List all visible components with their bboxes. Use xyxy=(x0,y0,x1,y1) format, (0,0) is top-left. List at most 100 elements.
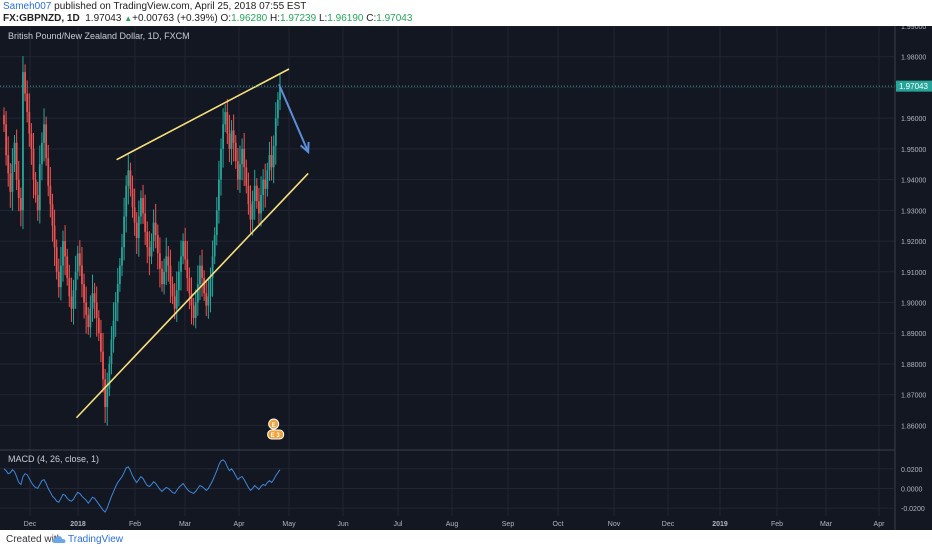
time-axis[interactable]: Dec 2018 Feb Mar Apr May Jun Jul Aug Sep Oct Nov Dec… xyxy=(24,521,885,528)
forecast-arrow-shaft xyxy=(278,83,310,153)
candle-body xyxy=(230,130,233,149)
time-tick-label: May xyxy=(282,521,296,528)
candle-body xyxy=(91,293,94,309)
price-tick-label: 1.86000 xyxy=(901,423,926,430)
candle-body xyxy=(243,148,246,168)
candle-body xyxy=(192,305,195,318)
candle-body xyxy=(159,253,161,269)
up-arrow-icon: ▲ xyxy=(124,14,133,23)
tradingview-brand-link[interactable]: TradingView xyxy=(68,534,124,545)
publication-header: Sameh007 published on TradingView.com, A… xyxy=(0,0,932,26)
created-with-text: Created with xyxy=(6,534,63,545)
candle-body xyxy=(49,185,52,205)
candle-body xyxy=(163,271,166,285)
candle-body xyxy=(137,216,140,238)
time-tick-label: Mar xyxy=(820,521,833,528)
candle-body xyxy=(177,271,180,291)
candle-body xyxy=(93,293,96,303)
price-tick-label: 1.87000 xyxy=(901,393,926,400)
candle-body xyxy=(102,351,104,380)
candle-body xyxy=(266,170,269,189)
candle-body xyxy=(95,302,98,318)
candle-body xyxy=(72,290,75,309)
candle-body xyxy=(17,179,20,199)
candle-body xyxy=(22,72,24,211)
candle-body xyxy=(32,148,35,180)
forecast-arrow-head xyxy=(299,141,310,155)
time-tick-label: Oct xyxy=(553,521,564,528)
price-tick-label: 1.92000 xyxy=(901,239,926,246)
candle-body xyxy=(241,148,243,165)
candle-body xyxy=(171,284,174,297)
candle-body xyxy=(68,277,71,297)
time-tick-label: Apr xyxy=(874,521,886,528)
event-markers[interactable]: E E 3 xyxy=(267,418,285,440)
candle-body xyxy=(5,124,8,156)
candle-body xyxy=(104,379,107,407)
last-price-text: 1.97043 xyxy=(899,82,928,91)
symbol-label[interactable]: FX:GBPNZD xyxy=(3,13,62,24)
candle-body xyxy=(232,130,235,143)
price-tick-label: 1.95000 xyxy=(901,147,926,154)
open-value: 1.96280 xyxy=(231,13,268,24)
candle-body xyxy=(205,293,208,306)
last-price-label xyxy=(896,80,932,92)
candle-body xyxy=(81,265,83,285)
candle-body xyxy=(53,225,56,248)
low-value: 1.96190 xyxy=(327,13,364,24)
candle-body xyxy=(13,142,16,165)
drawings[interactable] xyxy=(75,68,310,419)
candle-body xyxy=(194,302,197,318)
candle-body xyxy=(226,112,229,134)
candle-body xyxy=(51,204,54,226)
footer: Created with TradingView xyxy=(0,530,932,550)
high-label: H: xyxy=(270,13,281,24)
candle-body xyxy=(30,133,33,149)
candle-body xyxy=(38,164,41,211)
open-label: O: xyxy=(220,13,232,24)
candle-body xyxy=(74,271,77,291)
candle-body xyxy=(196,284,199,303)
earnings-marker-group-label: E 3 xyxy=(271,433,281,439)
candle-body xyxy=(87,314,90,328)
candle-body xyxy=(251,201,254,220)
candle-body xyxy=(207,296,210,306)
earnings-marker-group-icon xyxy=(267,429,285,440)
candle-body xyxy=(108,363,111,389)
candle-body xyxy=(110,339,113,364)
macd-tick-label: 0.0200 xyxy=(901,467,923,474)
close-label: C: xyxy=(366,13,377,24)
candle-body xyxy=(224,112,227,125)
candle-body xyxy=(28,112,31,134)
candle-body xyxy=(125,185,128,217)
high-value: 1.97239 xyxy=(280,13,317,24)
price-change: +0.00763 (+0.39%) xyxy=(132,13,218,24)
candle-body xyxy=(274,118,277,146)
time-tick-label: Dec xyxy=(24,521,37,528)
candle-body xyxy=(239,164,241,180)
candle-body xyxy=(213,234,216,257)
tradingview-cloud-icon xyxy=(52,536,66,543)
time-tick-label: Feb xyxy=(771,521,783,528)
candle-body xyxy=(152,222,155,242)
candle-body xyxy=(148,247,151,257)
candle-body xyxy=(268,155,271,171)
author-link[interactable]: Sameh007 xyxy=(3,1,52,12)
candle-body xyxy=(66,256,69,278)
time-tick-label: Sep xyxy=(502,521,515,528)
candle-body xyxy=(34,179,37,195)
price-chart[interactable]: 1.990001.980001.970001.960001.950001.940… xyxy=(0,24,932,530)
chart-area[interactable]: 1.990001.980001.970001.960001.950001.940… xyxy=(0,24,932,530)
candle-body xyxy=(55,247,58,272)
candle-body xyxy=(131,188,134,208)
chart-title: British Pound/New Zealand Dollar, 1D, FX… xyxy=(8,31,190,41)
candle-body xyxy=(222,124,225,149)
candle-body xyxy=(276,99,279,119)
price-tick-label: 1.99000 xyxy=(901,26,926,31)
candle-body xyxy=(209,277,212,297)
candle-body xyxy=(133,207,136,223)
time-tick-label: Nov xyxy=(608,521,621,528)
candle-body xyxy=(97,317,100,334)
candle-body xyxy=(150,241,153,257)
macd-tick-label: 0.0000 xyxy=(901,486,923,493)
